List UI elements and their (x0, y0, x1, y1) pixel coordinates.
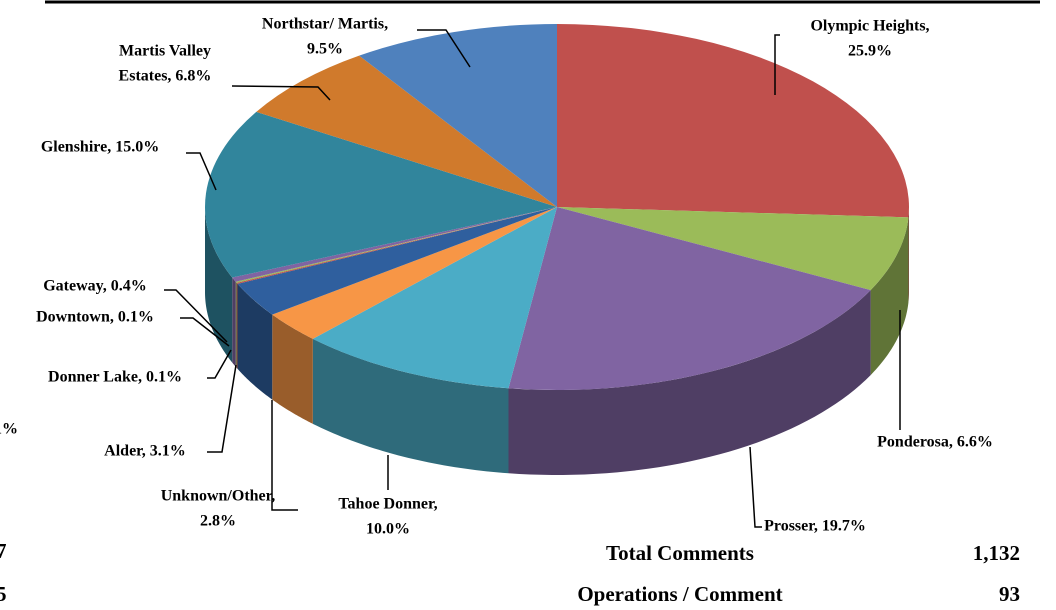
leader-line (186, 152, 217, 191)
slice (508, 207, 871, 390)
slice (232, 207, 558, 282)
leader-line (774, 34, 780, 95)
leader-line (417, 29, 471, 68)
data-label: Glenshire, 15.0% (41, 139, 159, 156)
cropped-text: 1% (0, 421, 18, 438)
slice (235, 207, 558, 283)
data-label: Donner Lake, 0.1% (48, 369, 182, 386)
cropped-text: 5 (0, 582, 7, 606)
cropped-text: 7 (0, 539, 7, 563)
slice-side (908, 207, 909, 303)
data-label: Unknown/Other, (161, 488, 276, 505)
slice (272, 207, 557, 339)
data-label: Alder, 3.1% (104, 443, 186, 460)
leader-line (164, 289, 228, 343)
summary-label: Operations / Comment (577, 582, 782, 606)
slice-side (232, 277, 236, 367)
slice (557, 24, 909, 218)
data-label: Martis Valley (119, 43, 211, 60)
slice (359, 24, 557, 207)
slice-side (272, 314, 313, 424)
slice-side (312, 338, 509, 474)
slice (237, 207, 557, 315)
leader-line (207, 349, 232, 379)
data-label: 25.9% (848, 43, 892, 60)
data-label: Gateway, 0.4% (43, 278, 147, 295)
leader-line (271, 400, 298, 511)
leader-line (180, 317, 230, 347)
slice-side (508, 290, 871, 475)
slice (557, 207, 909, 291)
slice (312, 207, 557, 389)
data-label: 2.8% (200, 513, 236, 530)
summary-label: Total Comments (606, 541, 754, 565)
summary-value: 1,132 (973, 541, 1020, 565)
slice (256, 55, 557, 207)
data-label: Olympic Heights, (810, 18, 929, 35)
data-label: Ponderosa, 6.6% (877, 434, 993, 451)
slice-side (870, 217, 909, 376)
slice-side (235, 281, 237, 368)
leader-line (207, 364, 237, 453)
data-label: 10.0% (366, 521, 410, 538)
data-label: Tahoe Donner, (338, 496, 437, 513)
slice (205, 111, 558, 278)
data-label: Prosser, 19.7% (764, 518, 866, 535)
summary-value: 93 (999, 582, 1020, 606)
data-label: 9.5% (307, 41, 343, 58)
slice-side (236, 282, 238, 369)
data-label: Downtown, 0.1% (36, 309, 154, 326)
leader-line (231, 85, 331, 101)
slice-side (237, 283, 273, 400)
slice-side (205, 207, 233, 363)
data-label: Northstar/ Martis, (262, 16, 388, 33)
slice (236, 207, 557, 284)
data-label: Estates, 6.8% (119, 68, 212, 85)
leader-line (749, 446, 762, 528)
